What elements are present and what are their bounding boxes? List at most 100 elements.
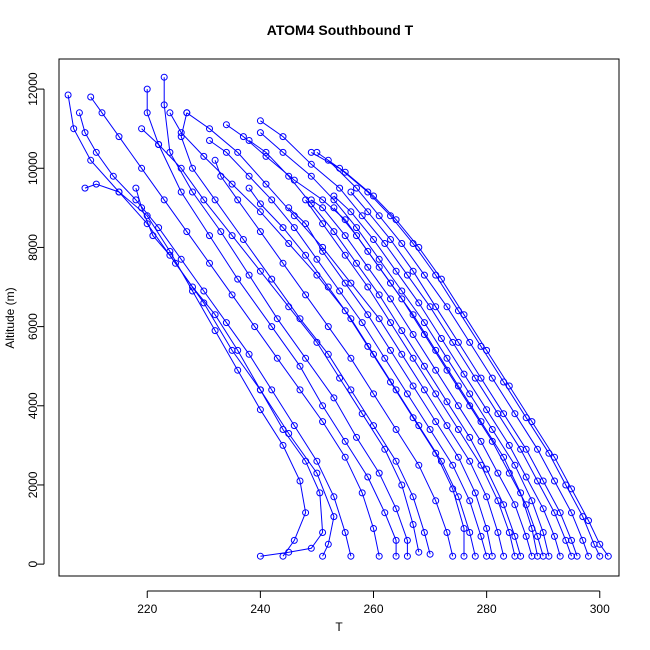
data-point: [189, 164, 196, 172]
data-point: [200, 196, 208, 204]
data-point: [392, 552, 400, 560]
data-point: [341, 232, 349, 240]
y-tick-label: 10000: [26, 151, 40, 185]
data-point: [528, 497, 536, 505]
data-point: [228, 232, 236, 240]
data-point: [466, 529, 474, 536]
data-point: [409, 354, 417, 362]
data-point: [483, 552, 491, 560]
data-point: [568, 509, 575, 517]
data-point: [256, 200, 264, 208]
data-point: [245, 184, 253, 192]
data-point: [596, 552, 604, 560]
data-point: [375, 255, 383, 263]
data-point: [443, 422, 451, 430]
data-point: [268, 196, 276, 204]
data-point: [324, 323, 332, 331]
data-point: [307, 544, 315, 552]
series-line: [305, 199, 516, 557]
data-point: [568, 552, 575, 560]
data-point: [398, 287, 406, 295]
data-point: [551, 509, 558, 517]
data-point: [256, 386, 264, 394]
data-point: [302, 291, 310, 299]
data-point: [347, 552, 355, 560]
data-point: [234, 346, 242, 354]
data-point: [341, 437, 349, 445]
data-point: [420, 529, 428, 536]
data-point: [364, 208, 372, 216]
data-point: [466, 497, 474, 505]
data-point: [364, 263, 372, 271]
x-tick-label: 240: [250, 602, 270, 616]
data-point: [296, 386, 304, 394]
data-point: [454, 426, 462, 433]
data-point: [415, 422, 423, 430]
series-line: [90, 96, 380, 557]
data-point: [353, 232, 360, 240]
data-point: [256, 267, 264, 275]
data-point: [138, 125, 146, 133]
data-point: [268, 386, 276, 394]
data-point: [528, 525, 536, 532]
data-point: [511, 461, 519, 469]
data-point: [285, 303, 293, 311]
data-point: [432, 449, 440, 457]
data-point: [398, 240, 406, 247]
data-point: [87, 93, 95, 101]
data-point: [364, 311, 372, 319]
data-point: [347, 354, 355, 362]
data-point: [477, 418, 485, 426]
data-point: [381, 509, 389, 517]
data-point: [403, 271, 411, 279]
data-point: [319, 196, 327, 204]
data-point: [279, 148, 287, 156]
data-point: [353, 224, 360, 232]
data-point: [330, 228, 338, 236]
data-point: [398, 327, 406, 335]
series-15: [313, 148, 612, 560]
data-point: [166, 148, 174, 156]
data-point: [330, 513, 338, 521]
data-point: [420, 331, 428, 338]
data-point: [551, 453, 558, 461]
data-point: [319, 402, 327, 410]
data-point: [200, 287, 208, 295]
data-point: [273, 354, 281, 362]
data-point: [500, 453, 508, 461]
series-19: [138, 125, 423, 556]
data-point: [596, 540, 604, 548]
y-tick-label: 8000: [26, 234, 40, 261]
data-point: [200, 299, 208, 307]
data-point: [483, 493, 491, 501]
x-axis: 220 240 260 280 300: [137, 590, 610, 616]
data-point: [279, 259, 287, 267]
data-point: [234, 148, 242, 156]
data-point: [177, 164, 185, 172]
data-point: [302, 509, 310, 517]
y-tick-label: 2000: [26, 471, 40, 498]
data-point: [432, 346, 440, 354]
data-point: [517, 489, 525, 497]
data-point: [64, 91, 72, 99]
data-point: [341, 453, 349, 461]
data-point: [392, 386, 400, 394]
data-point: [256, 228, 264, 236]
data-point: [206, 125, 213, 133]
data-point: [347, 386, 355, 394]
x-tick-label: 260: [363, 602, 383, 616]
data-point: [211, 327, 219, 335]
data-point: [177, 255, 185, 263]
data-point: [528, 418, 536, 426]
series-16: [222, 121, 541, 560]
data-point: [285, 172, 293, 180]
data-point: [87, 156, 95, 164]
data-point: [415, 243, 423, 251]
data-point: [228, 180, 236, 188]
series-line: [135, 187, 335, 557]
data-point: [387, 319, 394, 327]
data-point: [466, 457, 474, 465]
data-point: [534, 532, 541, 540]
data-point: [387, 378, 394, 386]
